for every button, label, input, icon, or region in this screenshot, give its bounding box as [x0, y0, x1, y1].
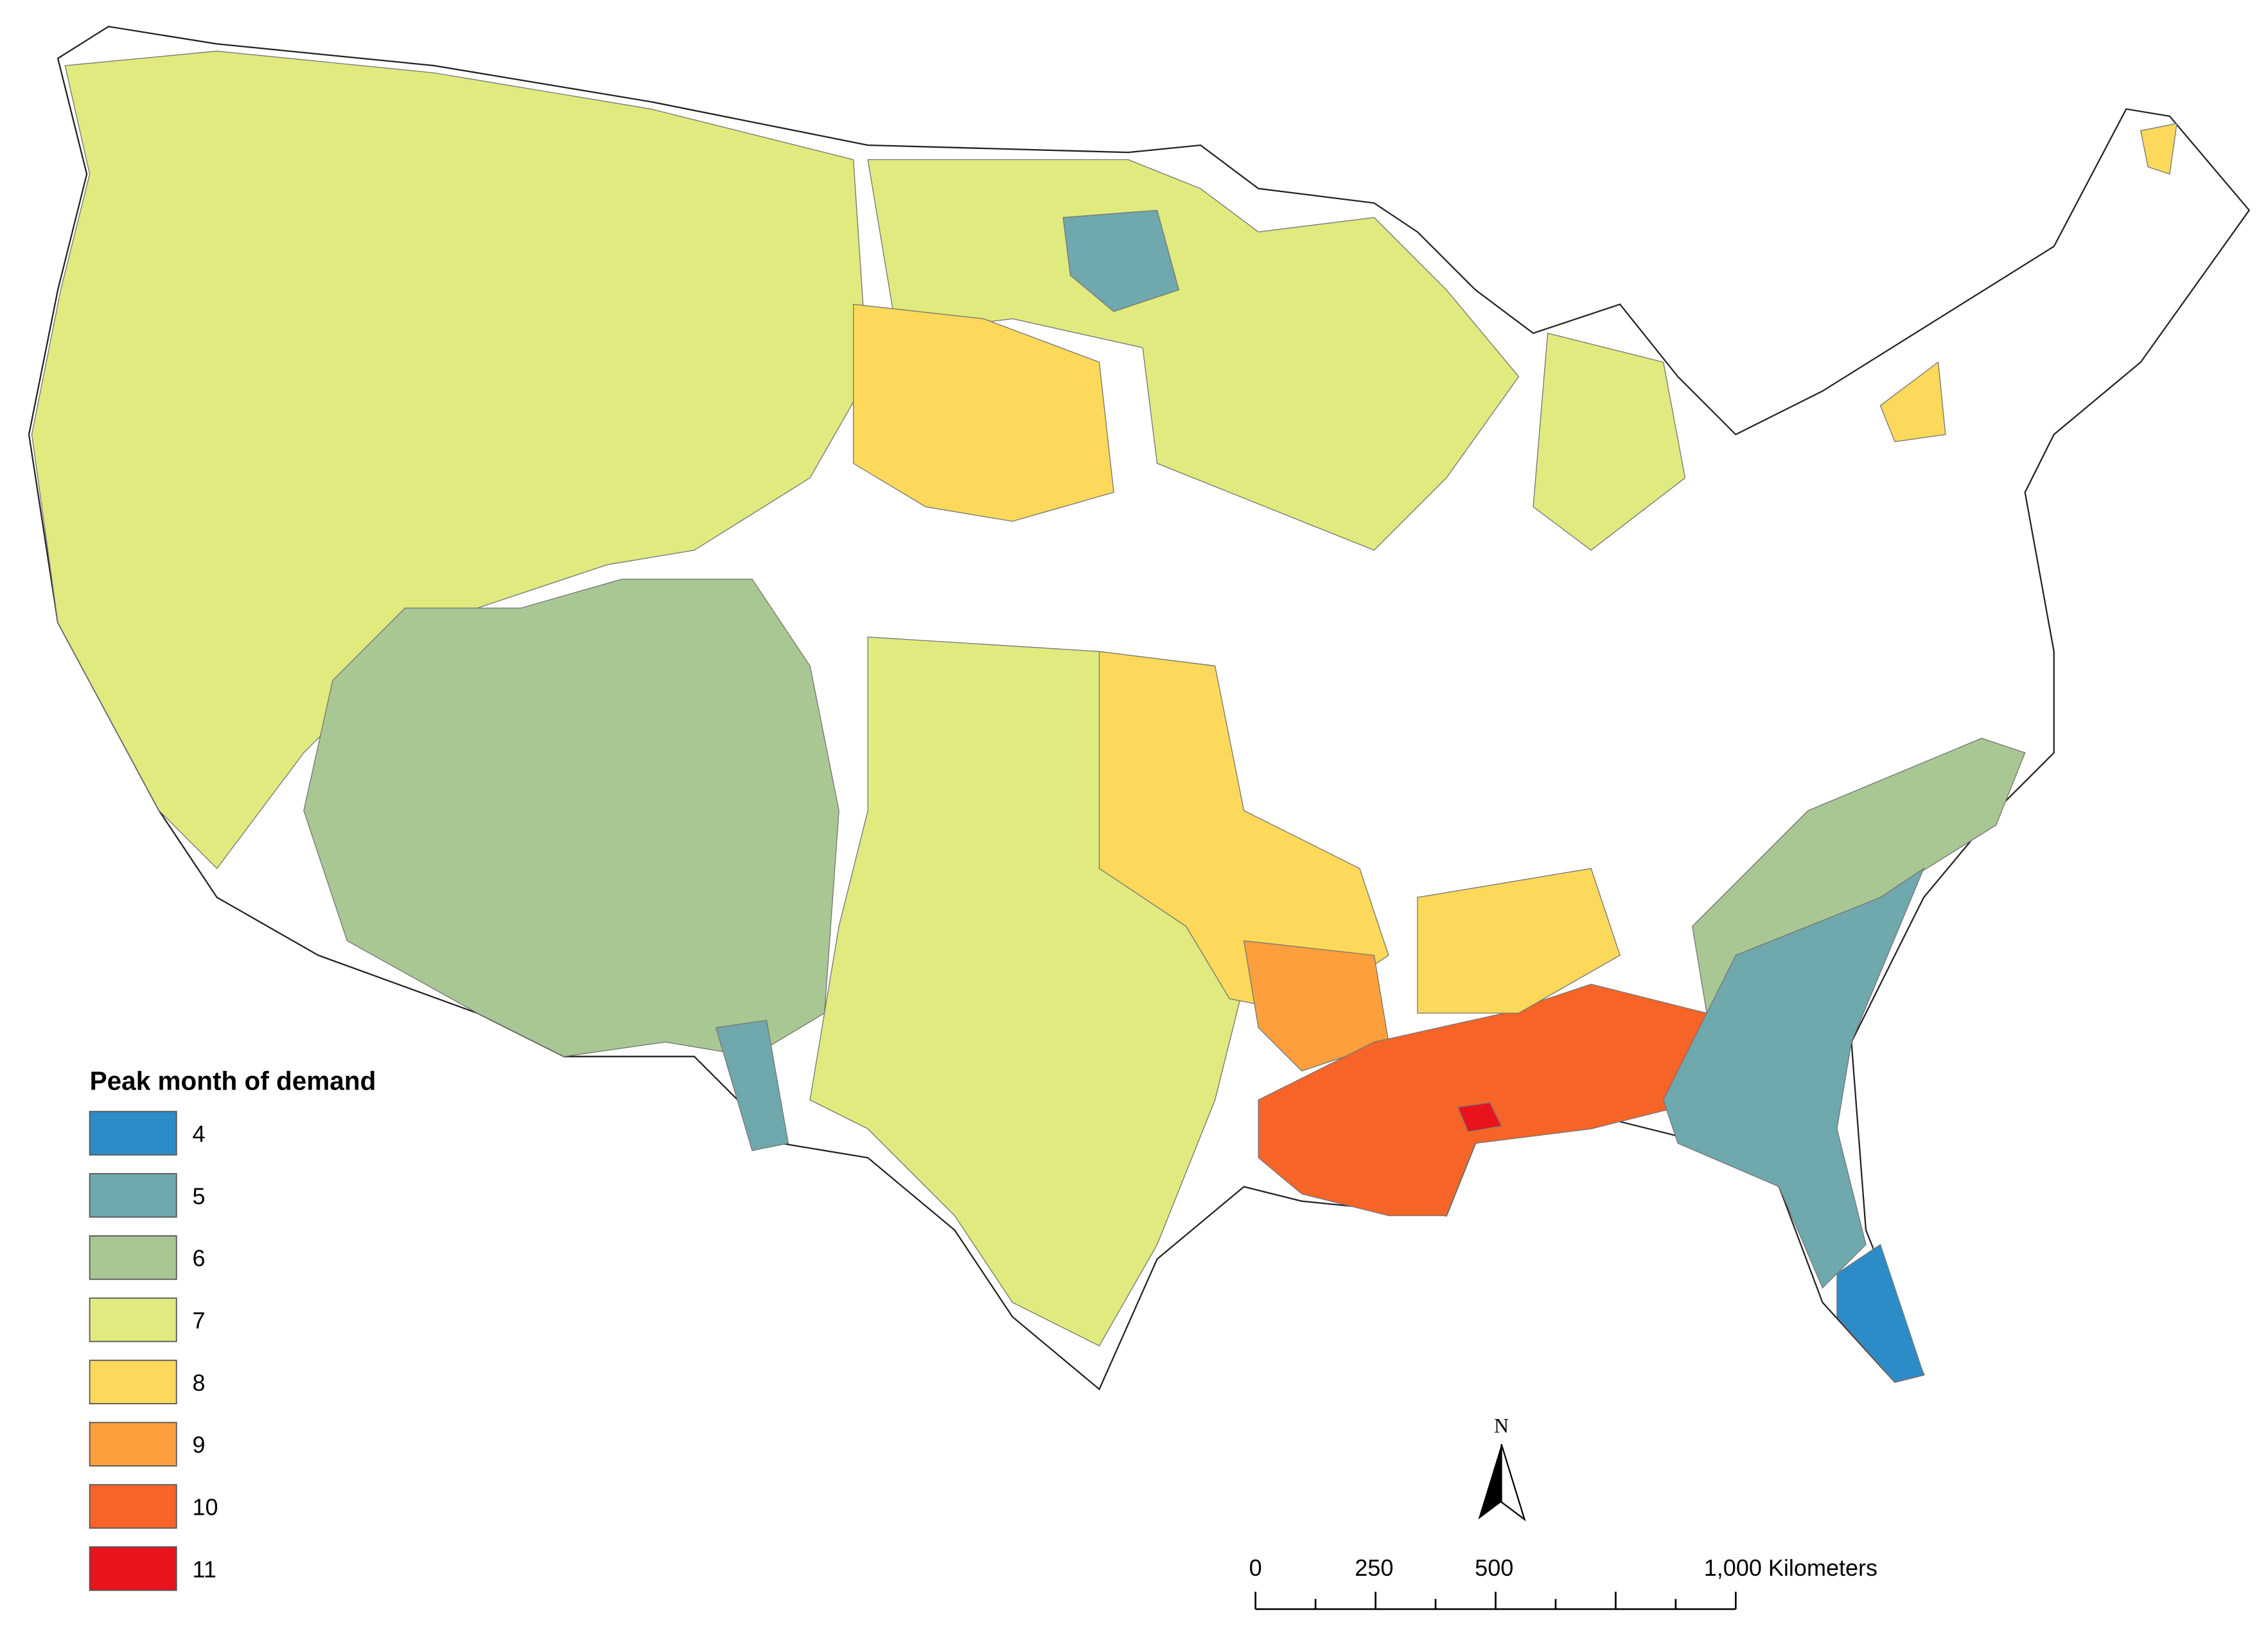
- scale-bar: 0 250 500 1,000 Kilometers: [1249, 1555, 1877, 1610]
- arrow-right: [1500, 1443, 1526, 1522]
- legend-label: 5: [193, 1183, 206, 1209]
- map-area: [28, 26, 2251, 1391]
- region: [2140, 123, 2177, 175]
- legend-swatch: [89, 1173, 177, 1218]
- region: [1533, 332, 1686, 551]
- arrow-left: [1478, 1444, 1502, 1520]
- north-label: N: [1494, 1415, 1509, 1437]
- region: [867, 159, 1520, 551]
- region: [1662, 867, 1925, 1289]
- legend-label: 11: [193, 1556, 216, 1582]
- legend-swatch: [89, 1546, 177, 1591]
- scale-label: 1,000 Kilometers: [1704, 1555, 1877, 1581]
- legend-swatch: [89, 1422, 177, 1467]
- scale-label: 0: [1249, 1555, 1262, 1581]
- scale-label: 500: [1475, 1555, 1513, 1581]
- region: [1836, 1244, 1924, 1383]
- legend-label: 8: [193, 1370, 206, 1396]
- legend-title: Peak month of demand: [90, 1066, 376, 1095]
- legend-label: 9: [193, 1432, 206, 1458]
- region: [303, 578, 840, 1057]
- legend-swatch: [89, 1111, 177, 1156]
- region: [1062, 209, 1180, 312]
- region: [1457, 1102, 1502, 1133]
- legend-label: 7: [193, 1307, 206, 1334]
- region: [852, 303, 1114, 522]
- legend-swatch: [89, 1359, 177, 1405]
- legend-label: 4: [193, 1121, 206, 1147]
- legend: Peak month of demand 4 5 6 7 8 9 10 11: [89, 1066, 376, 1591]
- north-arrow: N: [1478, 1415, 1526, 1522]
- region: [715, 1019, 789, 1151]
- scale-label: 250: [1355, 1555, 1393, 1581]
- legend-swatch: [89, 1297, 177, 1343]
- legend-swatch: [89, 1235, 177, 1280]
- legend-label: 10: [193, 1494, 218, 1521]
- legend-swatch: [89, 1484, 177, 1529]
- region: [1879, 361, 1946, 443]
- legend-label: 6: [193, 1245, 206, 1271]
- region: [1417, 868, 1621, 1014]
